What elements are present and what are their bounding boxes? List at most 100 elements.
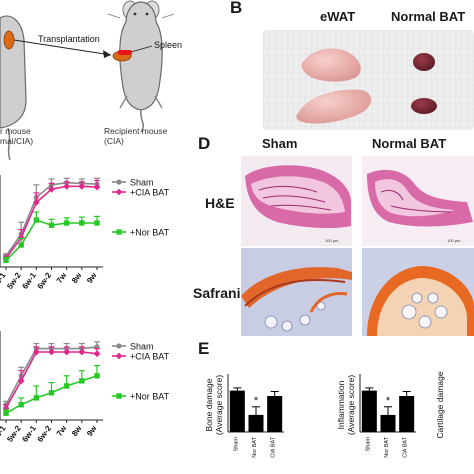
bar [267, 396, 283, 432]
bar-category-label: Nor BAT [252, 436, 258, 457]
spleen-label: Spleen [154, 40, 182, 50]
histology-images: 100 μm 100 μm [241, 156, 474, 336]
he-sham-image: 100 μm [241, 156, 352, 246]
recipient-label-2: (CIA) [104, 136, 124, 146]
donor-label-1: r mouse [0, 126, 31, 136]
column-title-normal-bat: Normal BAT [372, 136, 447, 151]
column-title-sham: Sham [262, 136, 298, 151]
bar-y-label: Inflammation(Average score) [336, 375, 356, 435]
significance-star: * [254, 395, 259, 407]
x-tick-label: 7w [55, 423, 69, 438]
x-tick-label: 5w-1 [0, 424, 8, 444]
recipient-label-1: Recipient mouse [104, 126, 168, 136]
transplant-arrow [13, 39, 112, 56]
bar-y-label-line: (Average score) [346, 375, 356, 435]
bar-y-label-line: Bone damage [204, 378, 214, 431]
x-tick-label: 9w [85, 270, 99, 285]
donor-label-2: mal/CIA) [0, 136, 33, 146]
legend-label: +Nor BAT [130, 392, 170, 402]
tissue-photo [263, 30, 474, 130]
x-tick-label: 5w-2 [5, 424, 23, 444]
data-point [79, 378, 85, 384]
data-point [18, 242, 24, 248]
safranin-sham-image [241, 248, 352, 336]
x-tick-label: 6w-2 [36, 271, 54, 291]
bar [229, 390, 245, 432]
donor-mouse-icon [0, 15, 27, 161]
data-point [3, 257, 9, 264]
bar-y-label-line: Inflammation [336, 380, 346, 429]
x-tick-label: 5w-2 [5, 271, 23, 291]
data-point [33, 395, 40, 401]
bar-category-label: Sham [365, 437, 371, 452]
row-title-he: H&E [205, 195, 235, 211]
safranin-normal-bat-image [362, 248, 474, 336]
legend-label: +CIA BAT [130, 188, 170, 198]
ewat-tissue-1 [301, 48, 361, 82]
data-point [63, 220, 70, 226]
bar [248, 414, 264, 432]
legend-marker [116, 229, 122, 235]
data-point [93, 350, 101, 358]
transplantation-label: Transplantation [38, 34, 100, 44]
x-tick-label: 5w-1 [0, 271, 8, 291]
bar-chart-group: Bone damage(Average score)Sham Nor BAT*CI… [204, 371, 445, 458]
bar-category-label: CIA BAT [403, 436, 409, 457]
data-point [63, 182, 71, 190]
data-point [79, 220, 85, 226]
ewat-label: eWAT [320, 9, 356, 24]
bar [361, 390, 377, 432]
ewat-tissue-2 [296, 89, 372, 124]
data-point [93, 183, 101, 191]
data-point [18, 402, 24, 408]
bar-charts: Bone damage(Average score)Sham Nor BAT*CI… [204, 371, 445, 458]
bar-category-label: CIA BAT [271, 436, 277, 457]
bar-y-label: Bone damage(Average score) [204, 375, 224, 435]
data-point [17, 377, 25, 385]
panel-a-schematic: Transplantation Spleen r mouse mal/CIA) … [0, 0, 182, 161]
bar [380, 414, 396, 432]
svg-text:100 μm: 100 μm [447, 238, 461, 243]
legend-label: Sham [130, 342, 154, 352]
legend-marker [115, 188, 123, 196]
x-tick-label: 6w-1 [20, 271, 38, 291]
bar-y-label-line: (Average score) [214, 375, 224, 435]
legend-marker [116, 343, 122, 349]
legend-marker [116, 179, 122, 185]
line-chart-2: 5w-15w-26w-16w-2 7w 8w 9w Sham+CIA BAT +Nor B… [0, 331, 170, 444]
svg-text:100 μm: 100 μm [325, 238, 339, 243]
panel-letter-e: E [198, 339, 210, 358]
bat-tissue-2 [411, 98, 437, 114]
bar-category-label: Nor BAT [384, 436, 390, 457]
legend-label: Sham [130, 178, 154, 188]
legend-label: +Nor BAT [130, 228, 170, 238]
bat-tissue-1 [413, 53, 435, 71]
bar-category-label: Sham [233, 437, 239, 452]
data-point [3, 410, 9, 416]
legend-marker [115, 352, 123, 360]
legend-label: +CIA BAT [130, 352, 170, 362]
data-point [17, 234, 25, 242]
line-chart-1: 5w-15w-26w-16w-2 7w 8w 9w Sham+CIA BAT +Nor B… [0, 175, 170, 291]
x-tick-label: 8w [70, 423, 84, 438]
data-point [94, 220, 100, 226]
panel-letter-d: D [198, 134, 211, 153]
data-point [48, 390, 55, 396]
x-tick-label: 8w [70, 270, 84, 285]
data-point [63, 383, 70, 389]
bar-y-label-cartilage: Cartilage damage [435, 371, 445, 438]
data-point [48, 222, 55, 228]
significance-star: * [386, 395, 391, 407]
legend-marker [116, 393, 122, 399]
bar [399, 396, 415, 432]
recipient-mouse-icon [107, 0, 175, 133]
data-point [33, 217, 40, 223]
x-tick-label: 6w-1 [20, 424, 38, 444]
he-normal-bat-image: 100 μm [362, 156, 474, 246]
data-point [94, 373, 100, 379]
panel-letter-b: B [230, 0, 243, 17]
x-tick-label: 9w [85, 423, 99, 438]
normal-bat-label: Normal BAT [391, 9, 466, 24]
x-tick-label: 7w [55, 270, 69, 285]
